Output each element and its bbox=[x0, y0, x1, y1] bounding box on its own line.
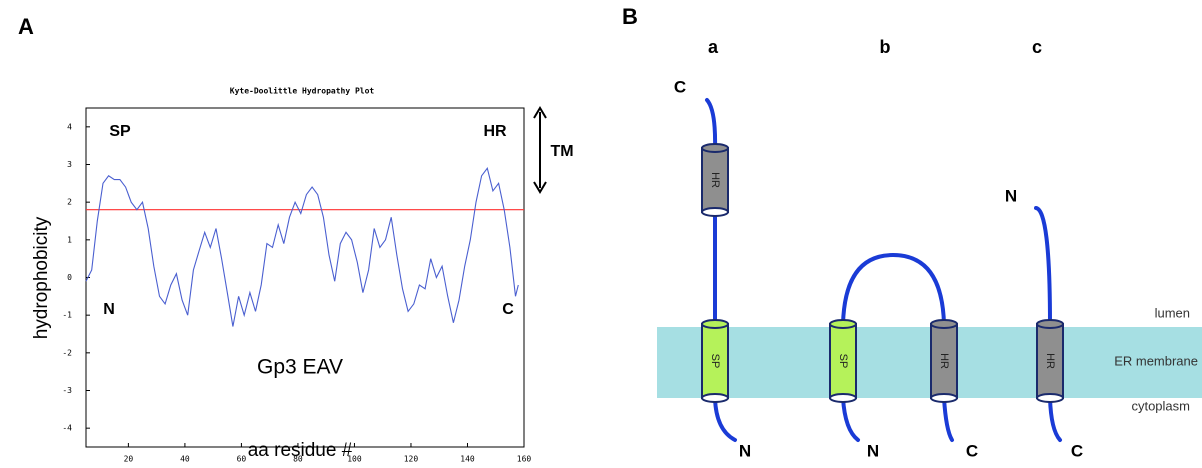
tm-arrow bbox=[533, 106, 547, 194]
plot-frame bbox=[85, 107, 525, 448]
data-line bbox=[85, 167, 519, 327]
x-tick-label: 20 bbox=[124, 455, 134, 464]
domain-label: HR bbox=[709, 172, 721, 188]
protein-strand bbox=[713, 396, 737, 442]
cylinder-end bbox=[829, 393, 857, 403]
domain-cylinder bbox=[930, 323, 958, 399]
protein-strand bbox=[841, 396, 860, 442]
terminus-label: C bbox=[966, 441, 978, 460]
domain-cylinder bbox=[701, 323, 729, 399]
er-membrane bbox=[657, 327, 1202, 398]
cylinder-end bbox=[701, 143, 729, 153]
cylinder-end bbox=[829, 319, 857, 329]
terminus-label: C bbox=[674, 77, 686, 96]
y-tick-label: 0 bbox=[67, 273, 72, 282]
column-label: a bbox=[708, 37, 719, 57]
column-label: c bbox=[1032, 37, 1042, 57]
terminus-label: N bbox=[867, 441, 879, 460]
x-tick-label: 40 bbox=[180, 455, 190, 464]
y-tick-label: 3 bbox=[67, 160, 72, 169]
cylinder-end bbox=[930, 393, 958, 403]
cylinder-end bbox=[930, 319, 958, 329]
x-tick-label: 120 bbox=[404, 455, 419, 464]
domain-cylinder bbox=[829, 323, 857, 399]
layer-label: lumen bbox=[1155, 305, 1190, 320]
annotation: C bbox=[502, 301, 514, 318]
domain-label: HR bbox=[1044, 353, 1056, 369]
annotation: Gp3 EAV bbox=[257, 356, 343, 379]
chart-title: Kyte-Doolittle Hydropathy Plot bbox=[230, 86, 375, 96]
cylinder-end bbox=[1036, 319, 1064, 329]
protein-strand bbox=[1034, 206, 1052, 326]
cylinder-end bbox=[701, 207, 729, 217]
x-tick-label: 140 bbox=[460, 455, 475, 464]
annotation: SP bbox=[109, 123, 131, 140]
x-tick-label: 100 bbox=[347, 455, 362, 464]
y-tick-label: 2 bbox=[67, 198, 72, 207]
domain-label: HR bbox=[938, 353, 950, 369]
terminus-label: C bbox=[1071, 441, 1083, 460]
protein-strand bbox=[705, 98, 718, 152]
cylinder-end bbox=[701, 393, 729, 403]
x-tick-label: 60 bbox=[237, 455, 247, 464]
layer-label: ER membrane bbox=[1114, 353, 1198, 368]
y-tick-label: -1 bbox=[62, 311, 72, 320]
y-axis-label: hydrophobicity bbox=[31, 216, 52, 339]
layer-label: cytoplasm bbox=[1131, 398, 1190, 413]
x-axis-label: aa residue # bbox=[248, 440, 353, 461]
cylinder-end bbox=[701, 319, 729, 329]
x-tick-label: 80 bbox=[293, 455, 303, 464]
protein-strand bbox=[1048, 396, 1062, 442]
y-tick-label: -4 bbox=[62, 424, 72, 433]
y-tick-label: -3 bbox=[62, 386, 72, 395]
y-tick-label: 4 bbox=[67, 122, 72, 131]
x-tick-label: 160 bbox=[517, 455, 532, 464]
terminus-label: N bbox=[1005, 186, 1017, 205]
domain-label: SP bbox=[709, 354, 721, 369]
domain-cylinder bbox=[1036, 323, 1064, 399]
column-label: b bbox=[880, 37, 891, 57]
y-tick-label: 1 bbox=[67, 235, 72, 244]
protein-strand bbox=[841, 252, 946, 326]
domain-cylinder bbox=[701, 147, 729, 213]
annotation: N bbox=[103, 301, 115, 318]
domain-label: SP bbox=[837, 354, 849, 369]
cylinder-end bbox=[1036, 393, 1064, 403]
terminus-label: N bbox=[739, 441, 751, 460]
panel-label: B bbox=[622, 4, 638, 29]
y-tick-label: -2 bbox=[62, 348, 72, 357]
annotation: HR bbox=[483, 123, 507, 140]
panel-label: A bbox=[18, 14, 34, 39]
protein-strand bbox=[942, 396, 954, 442]
annotation: TM bbox=[550, 143, 573, 160]
